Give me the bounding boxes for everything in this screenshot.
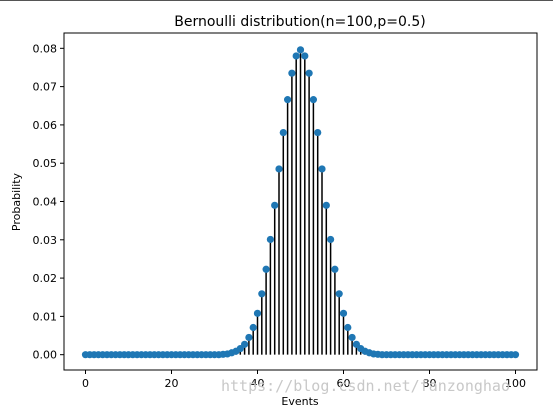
data-point [266, 235, 274, 244]
x-tick-label: 20 [165, 377, 179, 390]
data-point [318, 165, 326, 173]
data-point [335, 290, 343, 298]
data-point [322, 201, 330, 209]
y-tick-label: 0.08 [33, 42, 58, 55]
x-tick-label: 0 [82, 377, 89, 390]
x-axis-label: Events [281, 395, 319, 407]
stem-lines [222, 49, 379, 355]
y-tick-label: 0.02 [33, 272, 58, 285]
data-point [314, 128, 322, 137]
x-tick-label: 60 [337, 377, 351, 390]
data-point [296, 46, 305, 54]
y-tick-label: 0.06 [33, 119, 58, 132]
data-point [327, 235, 335, 244]
y-tick-label: 0.04 [33, 196, 58, 209]
data-point [279, 128, 287, 137]
data-point [511, 351, 520, 359]
y-tick-label: 0.03 [33, 234, 58, 247]
data-point [249, 323, 257, 332]
data-point [253, 309, 262, 317]
data-markers [81, 46, 520, 359]
top-border-line [0, 0, 553, 1]
data-point [288, 69, 296, 77]
y-tick-label: 0.07 [33, 81, 58, 94]
x-tick-label: 80 [423, 377, 437, 390]
data-point [339, 309, 348, 317]
chart-title: Bernoulli distribution(n=100,p=0.5) [174, 14, 426, 30]
data-point [309, 96, 317, 104]
data-point [348, 333, 356, 342]
watermark-text: https://blog.csdn.net/fanzonghao [221, 377, 510, 395]
data-point [275, 165, 283, 173]
data-point [262, 265, 270, 273]
y-tick-label: 0.00 [33, 349, 58, 362]
y-axis-label: Probability [10, 172, 23, 231]
data-point [344, 323, 352, 332]
y-axis-ticks: 0.00 0.01 0.02 0.03 0.04 0.05 0.06 0.07 0.08 [33, 42, 64, 362]
y-tick-label: 0.05 [33, 157, 58, 170]
y-tick-label: 0.01 [33, 310, 58, 323]
data-point [305, 69, 313, 77]
data-point [292, 52, 300, 60]
data-point [241, 340, 249, 348]
x-axis-ticks: 0 20 40 60 80 100 [82, 370, 526, 390]
data-point [301, 52, 309, 60]
x-tick-label: 100 [505, 377, 526, 390]
data-point [258, 290, 266, 298]
data-point [331, 265, 339, 273]
x-tick-label: 40 [251, 377, 265, 390]
data-point [245, 333, 253, 342]
data-point [271, 201, 279, 209]
data-point [284, 96, 292, 104]
